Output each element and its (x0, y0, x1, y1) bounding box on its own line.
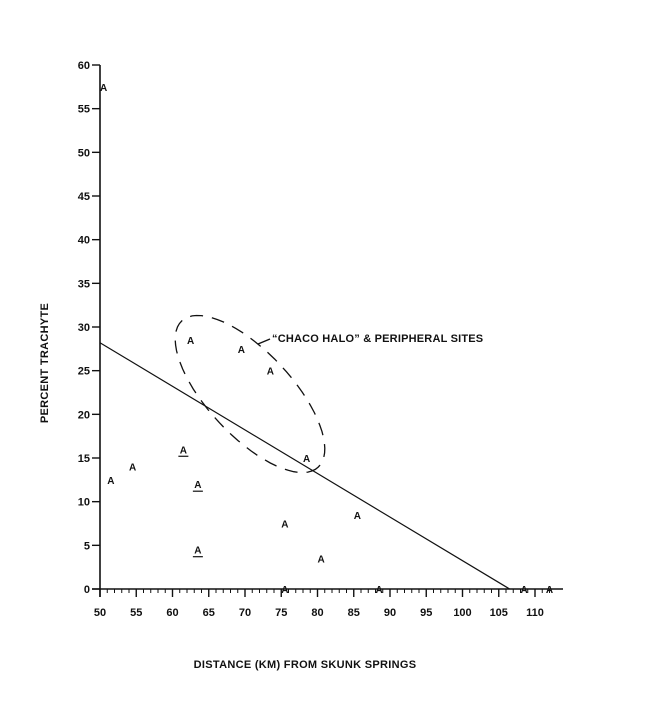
chaco-halo-dashed-ellipse (174, 314, 326, 474)
data-point: A (303, 454, 310, 465)
data-point: A (281, 520, 288, 531)
annotation-leader-line (257, 338, 271, 345)
y-tick-label: 10 (78, 497, 90, 509)
y-tick-label: 40 (78, 235, 90, 247)
axes (92, 65, 563, 597)
y-tick-label: 15 (78, 453, 90, 465)
y-tick-label: 20 (78, 409, 90, 421)
data-point: A (187, 336, 194, 347)
data-point: A (521, 585, 528, 596)
x-tick-label: 50 (94, 607, 106, 619)
y-tick-label: 25 (78, 366, 90, 378)
y-tick-label: 35 (78, 278, 90, 290)
x-tick-label: 55 (130, 607, 142, 619)
data-point: A (107, 476, 114, 487)
data-point: A (318, 554, 325, 565)
data-point: A (129, 463, 136, 474)
data-point: A (267, 367, 274, 378)
annotation-label: “CHACO HALO” & PERIPHERAL SITES (272, 333, 483, 345)
data-point: A (238, 345, 245, 356)
data-point: A (546, 585, 553, 596)
x-tick-label: 70 (239, 607, 251, 619)
data-point: A (100, 83, 107, 94)
x-tick-label: 80 (311, 607, 323, 619)
tick-labels: 0 5 10 15 20 25 30 35 40 45 50 55 60 50 55 60 65 70 75 80 85… (78, 60, 544, 619)
y-tick-label: 30 (78, 322, 90, 334)
x-tick-label: 100 (453, 607, 471, 619)
y-tick-label: 55 (78, 104, 90, 116)
y-axis-title: PERCENT TRACHYTE (39, 303, 51, 423)
x-tick-label: 110 (526, 607, 544, 619)
x-axis-title: DISTANCE (KM) FROM SKUNK SPRINGS (194, 659, 417, 671)
x-tick-label: 65 (203, 607, 215, 619)
x-tick-label: 60 (166, 607, 178, 619)
y-tick-label: 0 (84, 584, 90, 596)
data-points: A A A A A A A A A A A A A A A A A (100, 83, 553, 596)
data-point: A (180, 445, 187, 456)
y-tick-label: 5 (84, 540, 90, 552)
y-tick-label: 50 (78, 147, 90, 159)
tick-marks (92, 64, 550, 597)
data-point: A (194, 546, 201, 557)
x-tick-label: 75 (275, 607, 287, 619)
y-tick-label: 60 (78, 60, 90, 72)
x-tick-label: 95 (420, 607, 432, 619)
x-tick-label: 85 (348, 607, 360, 619)
regression-line (99, 342, 510, 590)
x-tick-label: 90 (384, 607, 396, 619)
x-tick-label: 105 (490, 607, 508, 619)
data-point: A (376, 585, 383, 596)
y-tick-label: 45 (78, 191, 90, 203)
data-point: A (194, 480, 201, 491)
data-point: A (354, 511, 361, 522)
data-point: A (281, 585, 288, 596)
